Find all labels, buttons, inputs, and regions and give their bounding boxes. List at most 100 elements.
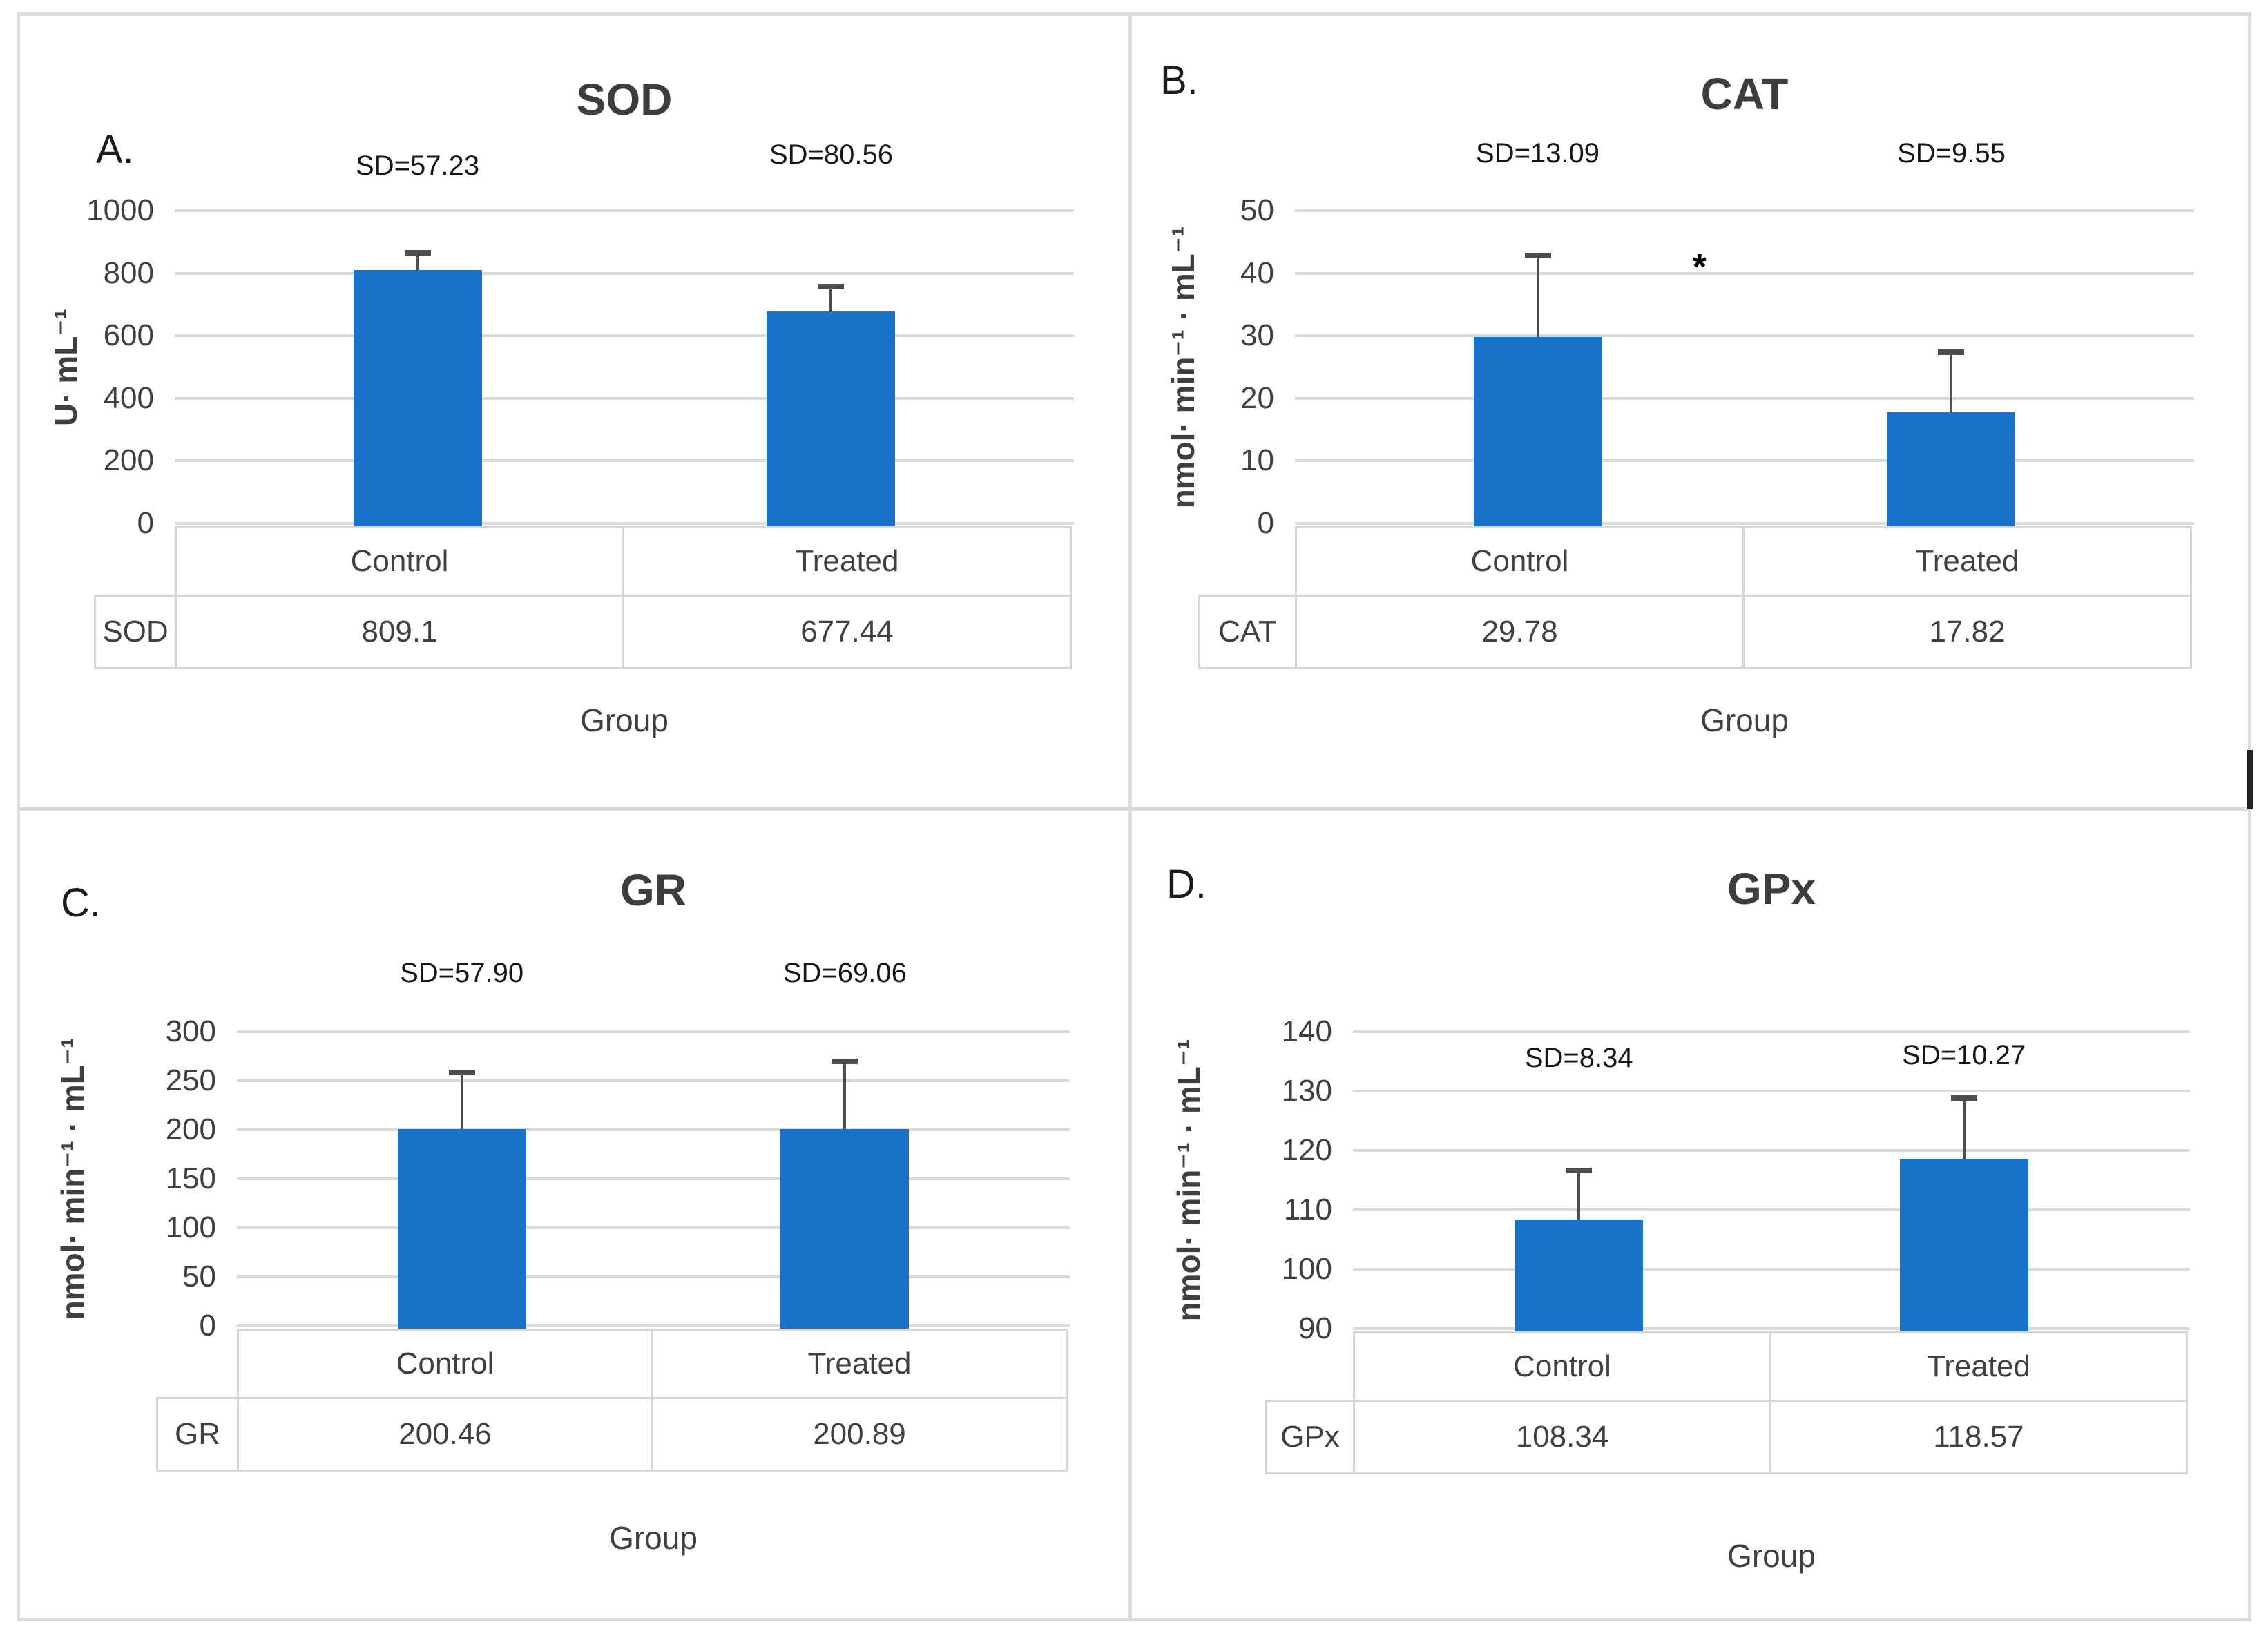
gridline	[237, 1030, 1070, 1033]
gridline	[1353, 1268, 2190, 1271]
gridline	[1295, 334, 2194, 338]
y-tick-label: 200	[165, 1112, 216, 1146]
table-header-treated: Treated	[1769, 1331, 2188, 1402]
error-bar-cap	[818, 283, 845, 289]
sd-label: SD=57.23	[356, 151, 480, 182]
bar-control	[397, 1129, 526, 1329]
table-row-label: GPx	[1265, 1400, 1355, 1474]
bar-treated	[1899, 1159, 2028, 1331]
error-bar-line	[1962, 1097, 1966, 1159]
y-tick-label: 400	[103, 380, 154, 415]
text-cursor-artifact	[2247, 750, 2253, 809]
y-tick-label: 130	[1281, 1074, 1332, 1108]
sd-label: SD=80.56	[769, 139, 893, 171]
y-tick-label: 50	[182, 1260, 216, 1293]
panel-letter: C.	[61, 880, 101, 925]
error-bar-line	[460, 1072, 463, 1130]
y-tick-label: 140	[1281, 1014, 1332, 1048]
table-value-cell: 200.89	[651, 1397, 1068, 1472]
gridline	[237, 1177, 1070, 1180]
chart-panel-gr: C. GR nmol· min⁻¹ · mL⁻¹ Group 0 50 100 150…	[17, 811, 1131, 1620]
table-value-cell: 200.46	[237, 1397, 653, 1472]
gridline	[175, 522, 1074, 525]
error-bar-line	[829, 286, 833, 312]
table-header-control: Control	[1295, 526, 1745, 597]
y-tick-label: 100	[1281, 1252, 1332, 1286]
error-bar-line	[1950, 352, 1953, 412]
y-tick-label: 50	[1240, 193, 1274, 227]
y-tick-label: 110	[1283, 1193, 1332, 1226]
sd-label: SD=8.34	[1524, 1042, 1633, 1073]
gridline	[1295, 209, 2194, 212]
y-tick-label: 600	[103, 318, 154, 353]
x-axis-label: Group	[580, 702, 669, 738]
gridline	[1353, 1030, 2190, 1033]
y-tick-label: 0	[1257, 506, 1274, 540]
y-tick-label: 40	[1240, 256, 1274, 290]
error-bar-line	[843, 1061, 847, 1129]
gridline	[1295, 396, 2194, 400]
y-tick-label: 20	[1240, 380, 1274, 415]
bar-control	[1473, 337, 1602, 526]
gridline	[175, 271, 1074, 275]
significance-asterisk: *	[1692, 247, 1707, 287]
sd-label: SD=13.09	[1476, 138, 1600, 169]
gridline	[1295, 459, 2194, 463]
gridline	[175, 459, 1074, 463]
sd-label: SD=69.06	[782, 957, 907, 988]
gridline	[1295, 271, 2194, 275]
bar-treated	[1887, 412, 2016, 526]
y-tick-label: 250	[165, 1063, 216, 1097]
bar-treated	[767, 311, 896, 526]
error-bar-cap	[1950, 1095, 1977, 1101]
error-bar-cap	[448, 1070, 475, 1076]
sd-label: SD=10.27	[1902, 1040, 2026, 1071]
gridline	[175, 396, 1074, 400]
error-bar-cap	[1938, 349, 1965, 356]
table-value-cell: 809.1	[175, 595, 624, 669]
gridline	[237, 1324, 1070, 1327]
chart-panel-gpx: D. GPx nmol· min⁻¹ · mL⁻¹ Group 90 100 110…	[1131, 811, 2251, 1620]
y-tick-label: 0	[199, 1309, 216, 1342]
error-bar-line	[1536, 255, 1539, 338]
table-header-control: Control	[175, 526, 624, 597]
y-tick-label: 120	[1281, 1133, 1332, 1167]
gridline	[175, 209, 1074, 212]
bar-treated	[780, 1128, 910, 1329]
sd-label: SD=57.90	[400, 957, 524, 988]
table-value-cell: 29.78	[1295, 595, 1745, 669]
y-tick-label: 100	[165, 1211, 216, 1244]
table-header-treated: Treated	[622, 526, 1072, 597]
error-bar-cap	[1524, 252, 1551, 258]
y-tick-label: 1000	[86, 193, 154, 227]
panel-letter: D.	[1166, 862, 1207, 907]
panel-divider-vertical	[1128, 12, 1132, 1621]
table-value-cell: 677.44	[622, 595, 1072, 669]
table-header-control: Control	[1353, 1331, 1771, 1402]
gridline	[175, 334, 1074, 338]
table-header-control: Control	[237, 1329, 653, 1399]
panel-letter: A.	[96, 127, 134, 172]
error-bar-cap	[1566, 1167, 1593, 1173]
y-tick-label: 800	[103, 256, 154, 290]
gridline	[237, 1128, 1070, 1131]
y-tick-label: 0	[137, 506, 154, 540]
table-row-label: SOD	[94, 595, 177, 669]
chart-title: CAT	[1700, 69, 1789, 119]
sd-label: SD=9.55	[1897, 138, 2006, 169]
y-tick-label: 200	[103, 443, 154, 478]
error-bar-line	[1577, 1170, 1581, 1220]
table-value-cell: 118.57	[1769, 1400, 2188, 1474]
y-tick-label: 90	[1298, 1311, 1332, 1345]
gridline	[1353, 1090, 2190, 1092]
error-bar-cap	[832, 1058, 858, 1064]
bar-control	[1515, 1220, 1644, 1331]
gridline	[1353, 1149, 2190, 1152]
table-header-treated: Treated	[651, 1329, 1068, 1399]
x-axis-label: Group	[609, 1520, 698, 1556]
chart-panel-cat: B. CAT nmol· min⁻¹ · mL⁻¹ Group 0 10 20 30 4…	[1131, 14, 2251, 807]
panel-letter: B.	[1160, 58, 1198, 103]
panel-divider-horizontal	[17, 807, 2251, 811]
table-value-cell: 108.34	[1353, 1400, 1771, 1474]
